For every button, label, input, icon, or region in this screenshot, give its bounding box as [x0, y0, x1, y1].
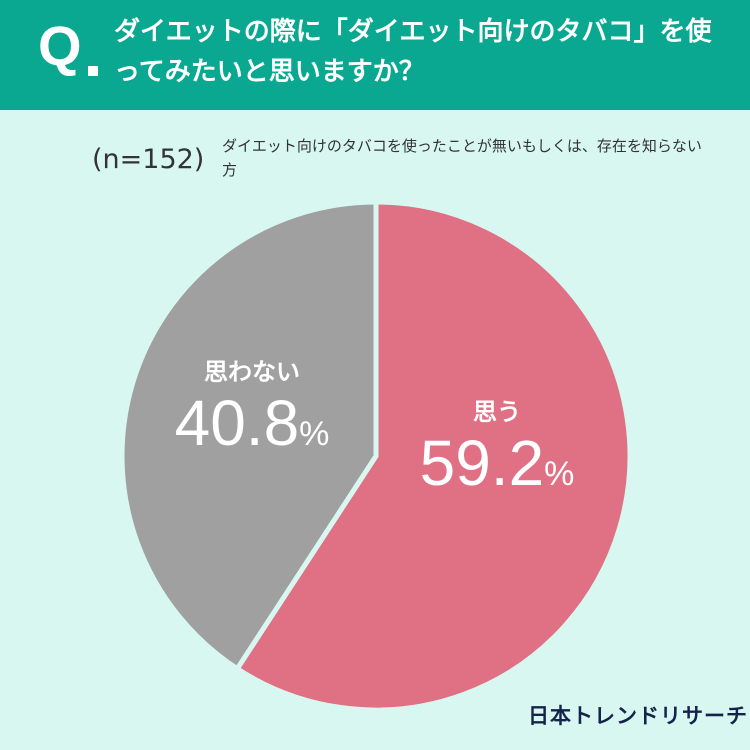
q-mark: Q [38, 14, 82, 77]
slice-value-omowanai: 40.8% [174, 387, 330, 459]
question-title: ダイエットの際に「ダイエット向けのタバコ」を使ってみたいと思いますか？ [114, 17, 712, 87]
slice-label-omowanai: 思わない 40.8% [152, 356, 352, 469]
slice-label-omou: 思う 59.2% [402, 396, 592, 509]
question-banner: Q ダイエットの際に「ダイエット向けのタバコ」を使ってみたいと思いますか？ [0, 0, 750, 110]
pie-slice-omowanai [119, 199, 379, 672]
slice-name-omou: 思う [473, 398, 521, 426]
respondent-note: ダイエット向けのタバコを使ったことが無いもしくは、存在を知らない方 [222, 137, 702, 179]
pie-slice-omou [234, 199, 633, 713]
slice-name-omowanai: 思わない [204, 358, 300, 386]
q-dot [88, 66, 98, 76]
brand-logo: 日本トレンドリサーチ [528, 704, 748, 728]
slice-value-omou: 59.2% [419, 427, 575, 499]
sample-size: (n=152) [92, 144, 205, 175]
